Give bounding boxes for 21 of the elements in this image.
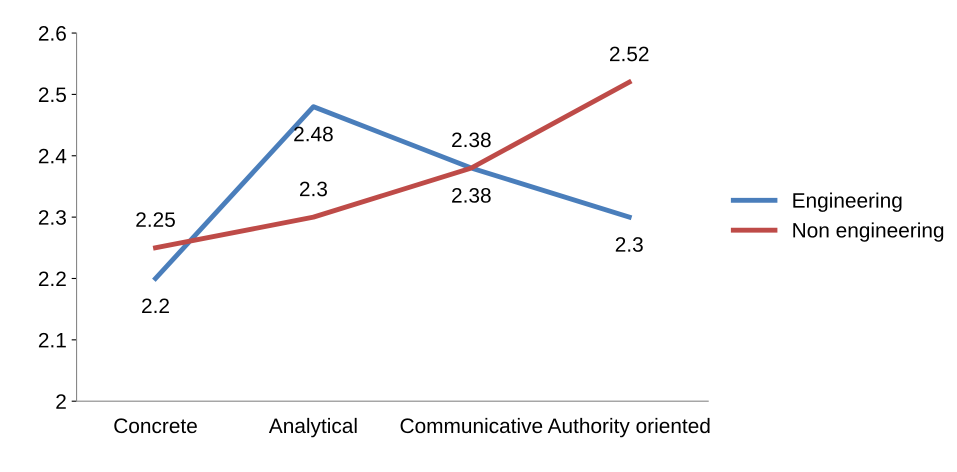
data-label: 2.38 [452, 132, 491, 148]
x-tick-label: Authority oriented [548, 418, 710, 438]
data-label: 2.3 [300, 182, 327, 196]
legend-label: Non engineering [793, 222, 944, 242]
y-tick-label: 2.3 [38, 210, 66, 225]
y-tick-label: 2.2 [38, 271, 66, 286]
data-label: 2.3 [616, 237, 643, 252]
x-tick-label: Communicative [400, 418, 542, 434]
data-label: 2.2 [142, 298, 169, 314]
data-label: 2.52 [610, 46, 648, 62]
data-label: 2.48 [294, 126, 333, 142]
y-tick-label: 2.5 [38, 87, 66, 102]
y-tick-label: 2.6 [38, 26, 66, 41]
data-label: 2.38 [452, 188, 491, 203]
legend-label: Engineering [793, 192, 902, 212]
y-tick-label: 2 [56, 394, 66, 409]
x-tick-label: Concrete [114, 418, 197, 434]
x-tick-label: Analytical [268, 418, 357, 438]
y-tick-label: 2.4 [38, 148, 66, 164]
data-label: 2.25 [136, 212, 175, 228]
y-tick-label: 2.1 [38, 332, 66, 348]
